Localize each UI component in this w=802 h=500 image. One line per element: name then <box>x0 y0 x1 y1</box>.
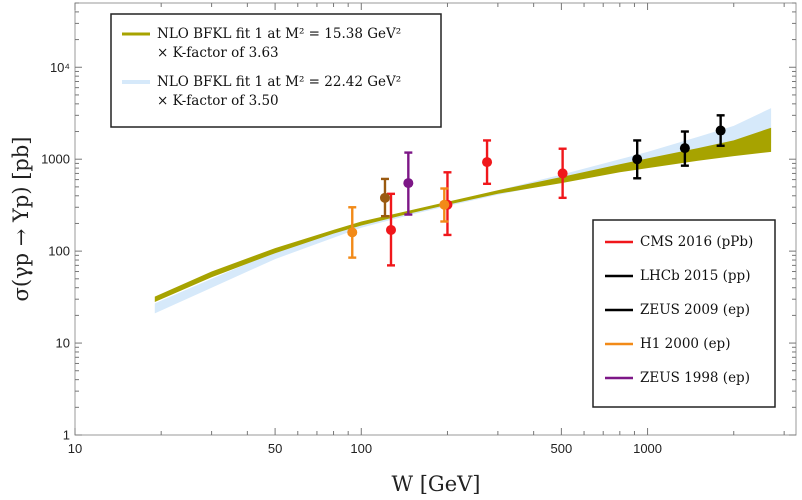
data-point <box>439 187 450 223</box>
x-tick-label: 50 <box>268 441 282 456</box>
plot-frame <box>74 2 797 436</box>
x-tick-label: 1000 <box>633 441 662 456</box>
x-tick-label: 10 <box>68 441 82 456</box>
x-tick-label: 500 <box>551 441 573 456</box>
bands <box>154 108 772 314</box>
y-tick-label: 10⁴ <box>50 60 70 75</box>
y-axis-ticks: 1 10 100 1000 10⁴ <box>41 2 796 443</box>
data-point <box>347 206 358 259</box>
data-marker <box>403 178 414 189</box>
y-tick-label: 10 <box>56 336 70 351</box>
x-axis-ticks: 10 50 100 500 1000 <box>68 3 785 456</box>
data-marker <box>632 154 643 165</box>
legend-series-label: H1 2000 (ep) <box>640 336 730 352</box>
data-marker <box>385 224 396 235</box>
data-point <box>632 139 643 180</box>
legend-series-label: LHCb 2015 (pp) <box>640 268 750 284</box>
data-marker <box>679 143 690 154</box>
data-marker <box>715 125 726 136</box>
legend-series-label: ZEUS 2009 (ep) <box>640 302 750 318</box>
y-tick-label: 1 <box>63 428 70 443</box>
legend-band-label: NLO BFKL fit 1 at M² = 22.42 GeV² <box>157 74 401 90</box>
legend-bands-box <box>110 13 442 128</box>
x-tick-label: 100 <box>350 441 372 456</box>
y-tick-label: 100 <box>48 244 70 259</box>
legend-points-box <box>592 219 776 408</box>
data-marker <box>482 157 493 168</box>
legend-points: CMS 2016 (pPb) LHCb 2015 (pp) ZEUS 2009 (e… <box>592 219 776 408</box>
band-0 <box>154 127 772 302</box>
data-marker <box>347 227 358 238</box>
data-points <box>347 114 726 267</box>
data-marker <box>557 168 568 179</box>
data-point <box>679 130 690 167</box>
legend-series-label: CMS 2016 (pPb) <box>640 234 753 250</box>
legend-band-label: NLO BFKL fit 1 at M² = 15.38 GeV² <box>157 26 401 42</box>
data-point <box>557 147 568 200</box>
legend-bands: NLO BFKL fit 1 at M² = 15.38 GeV² × K-fac… <box>110 13 442 128</box>
data-point <box>482 139 493 185</box>
legend-series-label: ZEUS 1998 (ep) <box>640 370 750 386</box>
data-point <box>403 151 414 216</box>
data-point <box>385 192 396 267</box>
data-marker <box>379 192 390 203</box>
data-marker <box>439 199 450 210</box>
legend-band-label-line2: × K-factor of 3.63 <box>157 45 279 61</box>
x-axis-label: W [GeV] <box>391 472 480 496</box>
data-point <box>379 177 390 218</box>
y-tick-label: 1000 <box>41 152 70 167</box>
legend-band-label-line2: × K-factor of 3.50 <box>157 93 279 109</box>
y-axis-label: σ(γp → Υp) [pb] <box>9 137 33 302</box>
data-point <box>715 114 726 147</box>
